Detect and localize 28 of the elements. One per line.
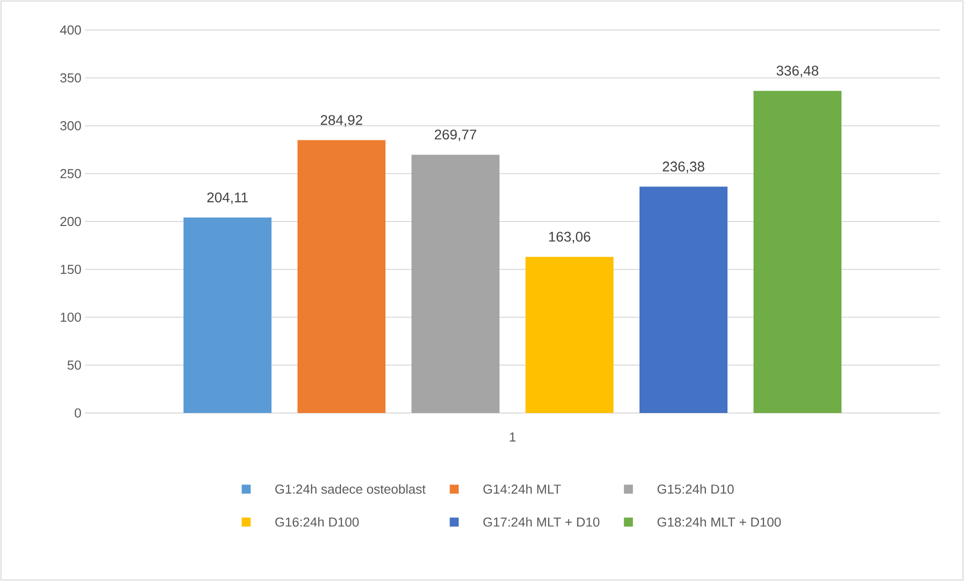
x-tick-label: 1: [510, 432, 516, 442]
legend-label: G17:24h MLT + D10: [483, 517, 600, 527]
bar: [754, 90, 842, 413]
data-label: 284,92: [320, 115, 362, 127]
legend-label: G14:24h MLT: [483, 484, 561, 494]
y-tick-label: 400: [60, 25, 81, 35]
y-tick-label: 250: [60, 169, 81, 178]
legend-label: G1:24h sadece osteoblast: [275, 484, 426, 494]
legend-label: G16:24h D100: [275, 517, 359, 527]
y-tick-label: 100: [60, 312, 81, 322]
legend-label: G18:24h MLT + D100: [658, 517, 781, 527]
legend-label: G15:24h D10: [658, 484, 734, 494]
data-label: 163,06: [549, 232, 590, 244]
y-tick-label: 200: [60, 216, 81, 226]
data-label: 236,38: [662, 162, 704, 174]
y-tick-label: 50: [68, 360, 81, 370]
y-tick-label: 300: [60, 121, 81, 130]
bar: [298, 140, 386, 413]
y-tick-label: 150: [60, 264, 81, 274]
bar: [640, 186, 728, 413]
y-tick-label: 350: [60, 73, 81, 82]
y-tick-label: 0: [74, 408, 81, 418]
bar: [184, 218, 272, 413]
data-label: 269,77: [434, 130, 476, 142]
bar: [526, 256, 614, 413]
bar: [412, 154, 500, 413]
data-label: 204,11: [207, 192, 248, 204]
data-label: 336,48: [776, 66, 818, 78]
